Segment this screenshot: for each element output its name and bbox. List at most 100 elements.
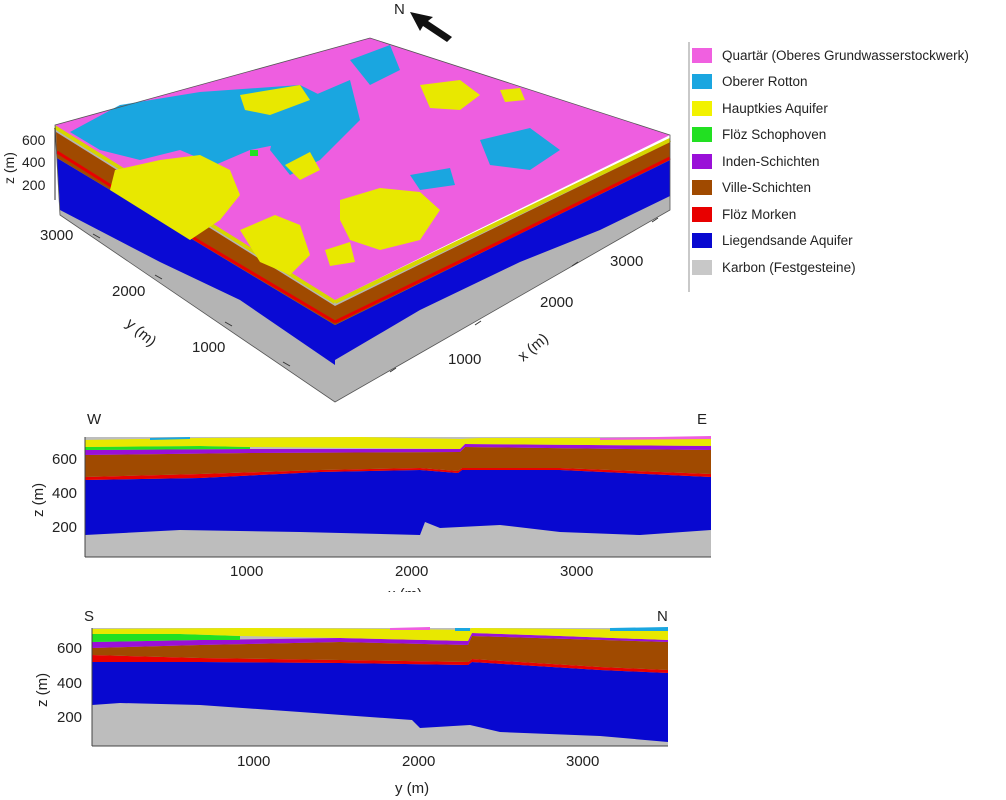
map-patch-hauptkies xyxy=(285,152,320,180)
map-patch-hauptkies xyxy=(340,188,440,250)
map-patch-schophoven xyxy=(250,150,258,156)
legend-item: Ville-Schichten xyxy=(690,175,1006,202)
legend-label: Liegendsande Aquifer xyxy=(722,233,853,249)
section-we-x-tick: 3000 xyxy=(560,563,593,580)
section-sn-liegendsande xyxy=(92,662,668,742)
block-right-morken xyxy=(334,156,671,324)
section-we-z-tick: 200 xyxy=(52,519,77,536)
section-sn-inden xyxy=(92,633,668,648)
compass-north-label: N xyxy=(394,1,405,18)
legend-swatch xyxy=(692,47,712,63)
section-sn-rotton xyxy=(455,628,470,631)
legend-swatch xyxy=(692,259,712,275)
block-right-ville xyxy=(335,142,670,325)
block-right-topband xyxy=(334,138,671,304)
block-outline xyxy=(54,37,671,403)
section-sn-right-label: N xyxy=(657,608,668,625)
section-we-x-tick: 1000 xyxy=(230,563,263,580)
section-we-z-label: z (m) xyxy=(30,483,47,517)
legend-swatch xyxy=(692,153,712,169)
map-patch-hauptkies xyxy=(500,88,525,102)
section-we-inden xyxy=(85,444,711,455)
section-we-hauptkies xyxy=(85,437,711,449)
block-y-tick-mark xyxy=(154,274,163,280)
section-we-ville xyxy=(85,447,711,477)
section-sn-z-label: z (m) xyxy=(34,673,51,707)
section-we-quartaer xyxy=(600,436,711,440)
block-y-tick: 2000 xyxy=(112,283,145,300)
legend-label: Hauptkies Aquifer xyxy=(722,100,828,116)
legend-swatch xyxy=(692,100,712,116)
section-we-left-label: W xyxy=(87,411,102,428)
section-we-schophoven xyxy=(85,446,250,450)
map-patch-hauptkies xyxy=(110,155,240,240)
section-sn-rotton xyxy=(610,627,668,631)
legend-item: Quartär (Oberes Grundwasserstockwerk) xyxy=(690,42,1006,69)
map-patch-hauptkies xyxy=(240,85,310,115)
legend-label: Quartär (Oberes Grundwasserstockwerk) xyxy=(722,47,969,63)
block-x-tick-mark xyxy=(571,261,579,267)
block-left-morken xyxy=(56,150,336,324)
legend-edge xyxy=(688,42,690,292)
section-sn-x-tick: 1000 xyxy=(237,753,270,770)
block-z-tick: 400 xyxy=(22,154,46,170)
section-sn: S N 600 400 200 z (m) 1000 2000 3000 y (… xyxy=(34,608,668,797)
section-sn-z-tick: 600 xyxy=(57,640,82,657)
map-patch-rotton xyxy=(410,168,455,190)
legend-swatch xyxy=(692,206,712,222)
legend-label: Oberer Rotton xyxy=(722,74,808,90)
block-y-tick-mark xyxy=(224,321,233,327)
section-we-z-tick: 400 xyxy=(52,485,77,502)
block-right-liegendsande xyxy=(335,160,670,360)
legend-swatch xyxy=(692,127,712,143)
block-x-tick-mark xyxy=(474,320,482,326)
block-y-tick: 3000 xyxy=(40,227,73,244)
block-left-liegendsande xyxy=(57,158,335,365)
legend: Quartär (Oberes Grundwasserstockwerk) Ob… xyxy=(690,42,1006,281)
section-sn-schophoven xyxy=(92,634,240,642)
section-we: W E 600 400 200 z (m) 1000 2000 3000 x (… xyxy=(30,411,711,603)
block-x-axis-label: x (m) xyxy=(515,330,552,365)
block-y-tick: 1000 xyxy=(192,339,225,356)
block-y-axis-label: y (m) xyxy=(122,315,159,350)
section-sn-x-tick: 3000 xyxy=(566,753,599,770)
section-we-clip-mask xyxy=(380,592,450,602)
block-y-tick-mark xyxy=(92,233,101,239)
legend-swatch xyxy=(692,233,712,249)
section-sn-left-label: S xyxy=(84,608,94,625)
block-z-axis-label: z (m) xyxy=(1,152,17,184)
north-arrow-icon xyxy=(410,12,452,42)
section-sn-x-tick: 2000 xyxy=(402,753,435,770)
section-we-rotton xyxy=(150,437,190,440)
map-patch-rotton xyxy=(270,80,360,175)
legend-item: Flöz Schophoven xyxy=(690,122,1006,149)
legend-item: Inden-Schichten xyxy=(690,148,1006,175)
legend-label: Flöz Morken xyxy=(722,206,797,222)
map-patch-rotton xyxy=(480,128,560,170)
legend-swatch xyxy=(692,74,712,90)
section-we-z-tick: 600 xyxy=(52,451,77,468)
legend-item: Liegendsande Aquifer xyxy=(690,228,1006,255)
block-y-tick-mark xyxy=(282,361,291,367)
section-sn-quartaer xyxy=(390,627,430,630)
section-we-x-tick: 2000 xyxy=(395,563,428,580)
section-sn-z-tick: 200 xyxy=(57,709,82,726)
legend-item: Oberer Rotton xyxy=(690,69,1006,96)
legend-item: Hauptkies Aquifer xyxy=(690,95,1006,122)
block-x-tick: 2000 xyxy=(540,294,573,311)
legend-label: Ville-Schichten xyxy=(722,180,812,196)
legend-item: Flöz Morken xyxy=(690,201,1006,228)
map-patch-hauptkies xyxy=(420,80,480,110)
section-sn-x-label: y (m) xyxy=(395,780,429,797)
map-patch-hauptkies xyxy=(240,215,310,275)
legend-label: Karbon (Festgesteine) xyxy=(722,259,856,275)
legend-item: Karbon (Festgesteine) xyxy=(690,254,1006,281)
legend-label: Flöz Schophoven xyxy=(722,127,827,143)
map-patch-hauptkies xyxy=(325,242,355,266)
block-x-tick-mark xyxy=(389,367,397,373)
block-x-tick-mark xyxy=(651,217,659,223)
map-patch-rotton xyxy=(350,45,400,85)
section-sn-ville xyxy=(92,636,668,670)
legend-label: Inden-Schichten xyxy=(722,153,820,169)
